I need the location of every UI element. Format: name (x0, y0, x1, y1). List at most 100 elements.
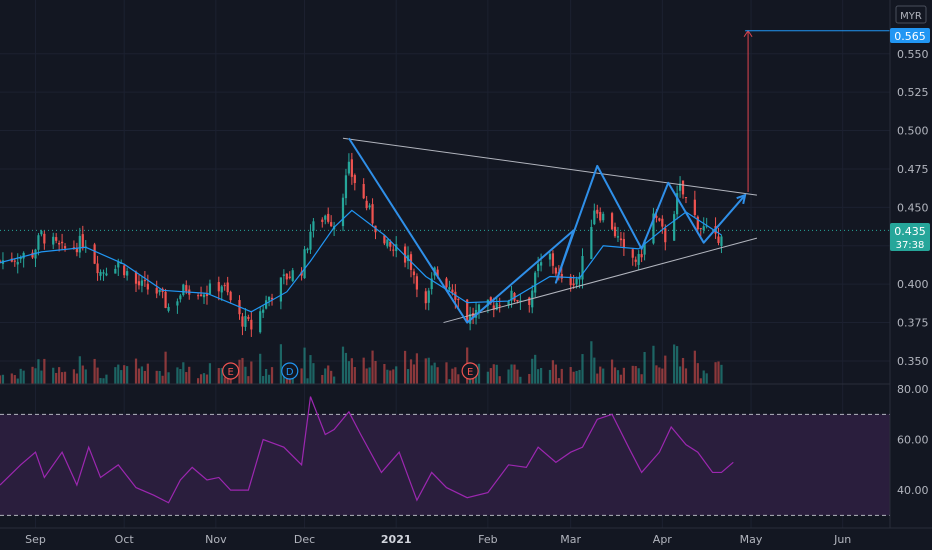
volume-bar (1, 374, 5, 384)
volume-bar (196, 378, 200, 384)
time-tick-label: Nov (205, 533, 227, 546)
candle-body (93, 244, 96, 264)
candle-body (270, 297, 274, 300)
candle-body (241, 316, 244, 327)
resistance-trendline[interactable] (342, 137, 758, 196)
candle-body (78, 235, 81, 253)
earnings-marker[interactable]: E (222, 362, 240, 380)
time-tick-label: Jun (833, 533, 851, 546)
dividend-marker[interactable]: D (281, 362, 299, 380)
candle-body (353, 175, 356, 184)
candle-body (510, 290, 513, 301)
candle-body (60, 241, 64, 244)
candle-body (300, 271, 303, 276)
volume-bar (63, 371, 67, 384)
volume-bar (368, 367, 371, 384)
candle-body (371, 204, 374, 224)
candle-body (40, 231, 43, 235)
candle-body (259, 311, 262, 333)
volume-bar (403, 350, 407, 384)
candle-body (19, 257, 22, 260)
volume-bar (347, 361, 351, 384)
wave-pattern-path[interactable] (348, 137, 746, 324)
volume-bar (241, 357, 244, 384)
candle-body (466, 299, 469, 322)
volume-bar (581, 354, 584, 384)
earnings-marker[interactable]: E (461, 362, 479, 380)
candle-body (599, 212, 602, 221)
currency-label: MYR (900, 11, 922, 22)
candle-body (622, 239, 625, 248)
volume-bar (572, 371, 575, 384)
event-marker-label: D (286, 367, 294, 378)
rsi-pane (0, 396, 890, 516)
candle-body (652, 213, 655, 244)
time-tick-label: Sep (25, 533, 46, 546)
volume-bar (602, 368, 605, 384)
candle-body (75, 248, 78, 253)
candle-body (696, 216, 699, 230)
candle-body (365, 200, 368, 209)
volume-bar (120, 370, 123, 384)
volume-bar (717, 361, 720, 384)
candle-body (226, 282, 229, 293)
volume-bar (451, 368, 454, 384)
volume-bar (371, 350, 374, 384)
candle-body (58, 243, 61, 245)
currency-badge[interactable]: MYR (895, 5, 927, 24)
volume-bar (250, 361, 253, 384)
volume-bar (78, 356, 81, 384)
volume-bar (306, 378, 309, 384)
candle-body (140, 280, 144, 286)
volume-bar (448, 379, 451, 384)
volume-bar (208, 363, 212, 384)
volume-bar (143, 370, 146, 384)
candle-body (640, 254, 643, 258)
candle-body (643, 240, 646, 255)
candle-body (637, 253, 640, 265)
time-tick-label: May (740, 533, 763, 546)
volume-bar (652, 345, 655, 384)
volume-bar (117, 364, 120, 384)
candle-body (569, 276, 572, 286)
rsi-axis[interactable]: 40.00 60.00 80.00 (897, 383, 929, 497)
volume-bar (10, 373, 13, 384)
volume-bar (185, 372, 188, 384)
candle-body (220, 286, 223, 293)
moving-average-group (0, 209, 722, 313)
candle-body (596, 209, 599, 214)
volume-bar (217, 368, 220, 384)
candle-body (155, 287, 158, 294)
wave-arrow-head (736, 193, 747, 205)
candle-body (327, 213, 330, 222)
volume-bar (350, 358, 353, 384)
drawing-tools[interactable] (0, 29, 890, 324)
volume-bar (412, 364, 416, 384)
volume-bar (34, 368, 37, 384)
price-tick-label: 0.450 (897, 201, 929, 214)
price-axis[interactable]: 0.3500.3750.4000.4250.4500.4750.5000.525… (897, 48, 929, 368)
time-axis[interactable]: Sep Oct Nov Dec 2021 Feb Mar Apr May Jun (25, 533, 851, 546)
candle-body (492, 305, 495, 310)
candle-body (182, 284, 185, 296)
last-price-text: 0.435 (894, 225, 926, 238)
volume-bar (575, 370, 578, 384)
candle-body (321, 219, 324, 222)
price-tick-label: 0.475 (897, 163, 929, 176)
volume-bar (436, 367, 439, 384)
candle-body (205, 293, 209, 296)
volume-bar (96, 367, 99, 384)
volume-bar (477, 363, 481, 384)
volume-bar (702, 370, 705, 384)
candle-body (117, 261, 120, 268)
support-trendline[interactable] (443, 237, 758, 324)
time-tick-label: Apr (653, 533, 673, 546)
candle-body (383, 235, 386, 244)
event-marker-circle (281, 362, 299, 380)
volume-bar (392, 369, 395, 384)
volume-bar (265, 369, 268, 384)
candle-body (477, 304, 481, 313)
volume-bar (578, 369, 581, 384)
